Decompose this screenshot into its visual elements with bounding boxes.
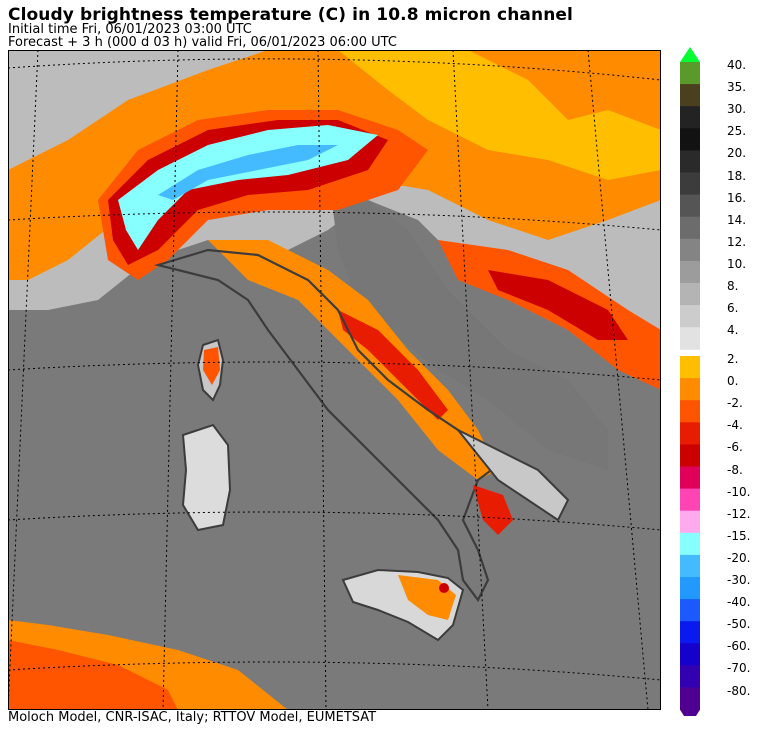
calabria-cloud [473, 485, 513, 535]
colorbar-lower-swatch [680, 378, 700, 401]
colorbar-upper-label: 25. [727, 124, 747, 139]
colorbar-upper-swatch [680, 327, 700, 350]
colorbar-upper-label: 40. [727, 58, 747, 72]
colorbar-upper-swatch [680, 305, 700, 328]
colorbar-lower-label: -50. [727, 617, 751, 632]
colorbar-lower-label: -60. [727, 639, 751, 654]
colorbar-upper-swatch [680, 283, 700, 306]
alps-cold-core [158, 145, 338, 200]
colorbar-lower-label: -30. [727, 573, 751, 587]
apennine-cloud-core [338, 310, 448, 420]
italy-coastline [153, 248, 500, 603]
colorbar-upper-label: 12. [727, 234, 747, 249]
sardinia [181, 423, 232, 532]
northern-cloud-core [338, 50, 661, 180]
colorbar-upper-label: 18. [727, 168, 747, 183]
colorbar-upper-swatch [680, 172, 700, 196]
colorbar-lower-swatch [680, 488, 700, 512]
colorbar-bottom-arrow [680, 709, 700, 716]
colorbar-lower-label: -70. [727, 661, 751, 676]
colorbar-lower-label: -15. [727, 528, 751, 543]
colorbar-upper-label: 6. [727, 301, 739, 316]
colorbar-lower-label: -20. [727, 550, 751, 565]
colorbar-upper-swatch [680, 216, 700, 240]
colorbar-lower-label: -2. [727, 396, 743, 411]
colorbar-lower-label: 0. [727, 374, 739, 389]
colorbar-lower-label: -80. [727, 683, 751, 698]
colorbar-upper-label: 4. [727, 323, 739, 338]
colorbar-upper-swatch [680, 150, 700, 173]
apennine-cloud-band [208, 240, 498, 480]
colorbar-lower-label: -10. [727, 484, 751, 499]
colorbar-lower-swatch [680, 577, 700, 600]
heel-coastline [457, 429, 570, 522]
colorbar-lower-label: -6. [727, 440, 743, 455]
colorbar-lower-swatch [680, 400, 700, 423]
colorbar-lower-swatch [680, 621, 700, 644]
colorbar-top-arrow [680, 47, 700, 62]
colorbar-lower-swatch [680, 466, 700, 490]
colorbar-lower-swatch [680, 444, 700, 467]
forecast-time-label: Forecast + 3 h (000 d 03 h) valid Fri, 0… [8, 35, 397, 50]
colorbar-lower-swatch [680, 532, 700, 556]
balkan-cloud-core [488, 270, 628, 340]
north-africa-core [8, 640, 178, 710]
colorbar-lower-swatch [680, 356, 700, 379]
colorbar-upper-label: 14. [727, 212, 747, 227]
colorbar-upper-swatch [680, 106, 700, 129]
colorbar-lower-swatch [680, 665, 700, 688]
initial-time-label: Initial time Fri, 06/01/2023 03:00 UTC [8, 22, 252, 37]
colorbar-lower-swatch [680, 599, 700, 622]
graticule [8, 50, 661, 710]
colorbar-upper-label: 10. [727, 256, 747, 271]
map-title: Cloudy brightness temperature (C) in 10.… [8, 5, 573, 25]
model-credit: Moloch Model, CNR-ISAC, Italy; RTTOV Mod… [8, 710, 377, 725]
adriatic-sea [333, 200, 608, 470]
map-frame [8, 50, 661, 710]
colorbar-upper-label: 35. [727, 80, 747, 95]
colorbar-lower-swatch [680, 687, 700, 711]
colorbar-lower-swatch [680, 643, 700, 666]
colorbar-upper-label: 16. [727, 190, 747, 205]
colorbar-lower-label: -4. [727, 418, 743, 433]
colorbar-upper-swatch [680, 84, 700, 107]
colorbar-upper-swatch [680, 62, 700, 85]
colorbar-upper-swatch [680, 238, 700, 262]
etna-cold-spot [439, 583, 449, 593]
colorbar-upper-swatch [680, 194, 700, 218]
corsica-cloud [203, 347, 220, 385]
colorbar-lower-label: 2. [727, 352, 739, 366]
satellite-map [8, 50, 661, 710]
colorbar-lower-label: -40. [727, 595, 751, 610]
colorbar-upper-label: 30. [727, 102, 747, 117]
colorbar-upper-swatch [680, 260, 700, 284]
colorbar-lower-label: -8. [727, 462, 743, 477]
colorbar-lower-label: -12. [727, 506, 751, 521]
colorbar-upper-swatch [680, 128, 700, 151]
color-scale-bar [680, 47, 700, 716]
colorbar-upper-label: 20. [727, 146, 747, 161]
colorbar-lower-swatch [680, 422, 700, 445]
colorbar-lower-swatch [680, 510, 700, 534]
colorbar-lower-swatch [680, 554, 700, 578]
colorbar-upper-label: 8. [727, 279, 739, 293]
